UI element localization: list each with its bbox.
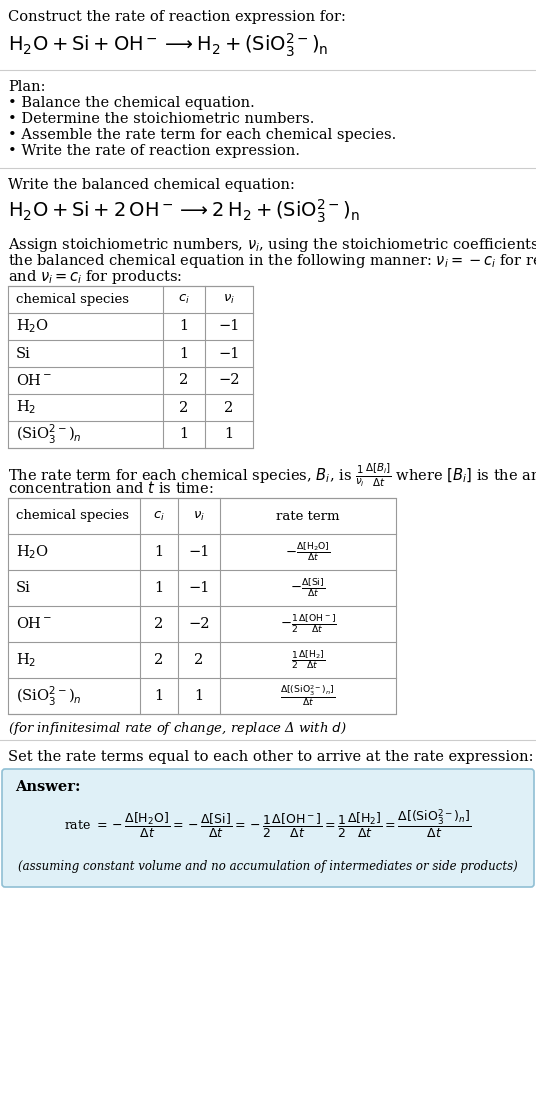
Text: H$_2$O: H$_2$O (16, 544, 49, 560)
Text: • Assemble the rate term for each chemical species.: • Assemble the rate term for each chemic… (8, 128, 396, 141)
Text: Construct the rate of reaction expression for:: Construct the rate of reaction expressio… (8, 10, 346, 25)
Text: $\mathrm{H_2O + Si + 2\,OH^- \longrightarrow 2\,H_2 + (SiO_3^{2-})_n}$: $\mathrm{H_2O + Si + 2\,OH^- \longrighta… (8, 198, 360, 225)
Text: Set the rate terms equal to each other to arrive at the rate expression:: Set the rate terms equal to each other t… (8, 750, 533, 764)
Text: −1: −1 (188, 582, 210, 595)
Text: concentration and $t$ is time:: concentration and $t$ is time: (8, 480, 213, 496)
Text: (SiO$_3^{2-}$)$_n$: (SiO$_3^{2-}$)$_n$ (16, 423, 82, 446)
Text: −2: −2 (218, 373, 240, 388)
Text: H$_2$: H$_2$ (16, 399, 36, 417)
Text: Si: Si (16, 346, 31, 361)
Text: (SiO$_3^{2-}$)$_n$: (SiO$_3^{2-}$)$_n$ (16, 684, 82, 707)
Text: Plan:: Plan: (8, 80, 46, 94)
Text: and $\nu_i = c_i$ for products:: and $\nu_i = c_i$ for products: (8, 268, 182, 286)
Text: $\nu_i$: $\nu_i$ (223, 293, 235, 306)
Text: • Write the rate of reaction expression.: • Write the rate of reaction expression. (8, 144, 300, 158)
Text: $\frac{\Delta[(\mathrm{SiO_3^{2-}})_n]}{\Delta t}$: $\frac{\Delta[(\mathrm{SiO_3^{2-}})_n]}{… (280, 684, 336, 709)
Text: chemical species: chemical species (16, 509, 129, 522)
Text: Assign stoichiometric numbers, $\nu_i$, using the stoichiometric coefficients, $: Assign stoichiometric numbers, $\nu_i$, … (8, 236, 536, 254)
Text: 1: 1 (225, 428, 234, 441)
Text: 2: 2 (180, 401, 189, 414)
Text: • Determine the stoichiometric numbers.: • Determine the stoichiometric numbers. (8, 113, 315, 126)
Text: 2: 2 (195, 653, 204, 667)
Text: $-\frac{\Delta[\mathrm{H_2O}]}{\Delta t}$: $-\frac{\Delta[\mathrm{H_2O}]}{\Delta t}… (285, 540, 331, 564)
Text: −1: −1 (188, 545, 210, 559)
Text: −1: −1 (218, 346, 240, 361)
Text: (assuming constant volume and no accumulation of intermediates or side products): (assuming constant volume and no accumul… (18, 860, 518, 873)
Text: 1: 1 (195, 688, 204, 703)
Text: rate $= -\dfrac{\Delta[\mathrm{H_2O}]}{\Delta t} = -\dfrac{\Delta[\mathrm{Si}]}{: rate $= -\dfrac{\Delta[\mathrm{H_2O}]}{\… (64, 808, 472, 840)
Text: −2: −2 (188, 617, 210, 631)
Text: −1: −1 (218, 320, 240, 333)
Text: 2: 2 (180, 373, 189, 388)
Text: $c_i$: $c_i$ (153, 509, 165, 522)
Text: 2: 2 (154, 617, 163, 631)
Text: $-\frac{1}{2}\frac{\Delta[\mathrm{OH^-}]}{\Delta t}$: $-\frac{1}{2}\frac{\Delta[\mathrm{OH^-}]… (280, 613, 337, 635)
Text: Answer:: Answer: (15, 780, 80, 794)
Text: • Balance the chemical equation.: • Balance the chemical equation. (8, 96, 255, 110)
FancyBboxPatch shape (2, 769, 534, 887)
Text: 1: 1 (180, 320, 189, 333)
Text: 1: 1 (180, 346, 189, 361)
Text: 2: 2 (154, 653, 163, 667)
Text: H$_2$: H$_2$ (16, 652, 36, 668)
Text: $\mathrm{H_2O + Si + OH^- \longrightarrow H_2 + (SiO_3^{2-})_n}$: $\mathrm{H_2O + Si + OH^- \longrightarro… (8, 32, 329, 59)
Text: 1: 1 (154, 545, 163, 559)
Text: $\nu_i$: $\nu_i$ (193, 509, 205, 522)
Text: 1: 1 (154, 688, 163, 703)
Text: the balanced chemical equation in the following manner: $\nu_i = -c_i$ for react: the balanced chemical equation in the fo… (8, 252, 536, 270)
Bar (8, 498, 396, 714)
Text: Write the balanced chemical equation:: Write the balanced chemical equation: (8, 178, 295, 192)
Bar (8, 286, 253, 448)
Text: OH$^-$: OH$^-$ (16, 373, 53, 388)
Text: (for infinitesimal rate of change, replace Δ with $d$): (for infinitesimal rate of change, repla… (8, 720, 347, 737)
Text: rate term: rate term (276, 509, 340, 522)
Text: The rate term for each chemical species, $B_i$, is $\frac{1}{\nu_i}\frac{\Delta[: The rate term for each chemical species,… (8, 462, 536, 489)
Text: chemical species: chemical species (16, 293, 129, 306)
Text: $-\frac{\Delta[\mathrm{Si}]}{\Delta t}$: $-\frac{\Delta[\mathrm{Si}]}{\Delta t}$ (291, 577, 325, 599)
Text: Si: Si (16, 582, 31, 595)
Text: 1: 1 (154, 582, 163, 595)
Text: OH$^-$: OH$^-$ (16, 616, 53, 632)
Text: $c_i$: $c_i$ (178, 293, 190, 306)
Text: 1: 1 (180, 428, 189, 441)
Text: $\frac{1}{2}\frac{\Delta[\mathrm{H_2}]}{\Delta t}$: $\frac{1}{2}\frac{\Delta[\mathrm{H_2}]}{… (291, 648, 325, 672)
Text: 2: 2 (225, 401, 234, 414)
Text: H$_2$O: H$_2$O (16, 317, 49, 335)
